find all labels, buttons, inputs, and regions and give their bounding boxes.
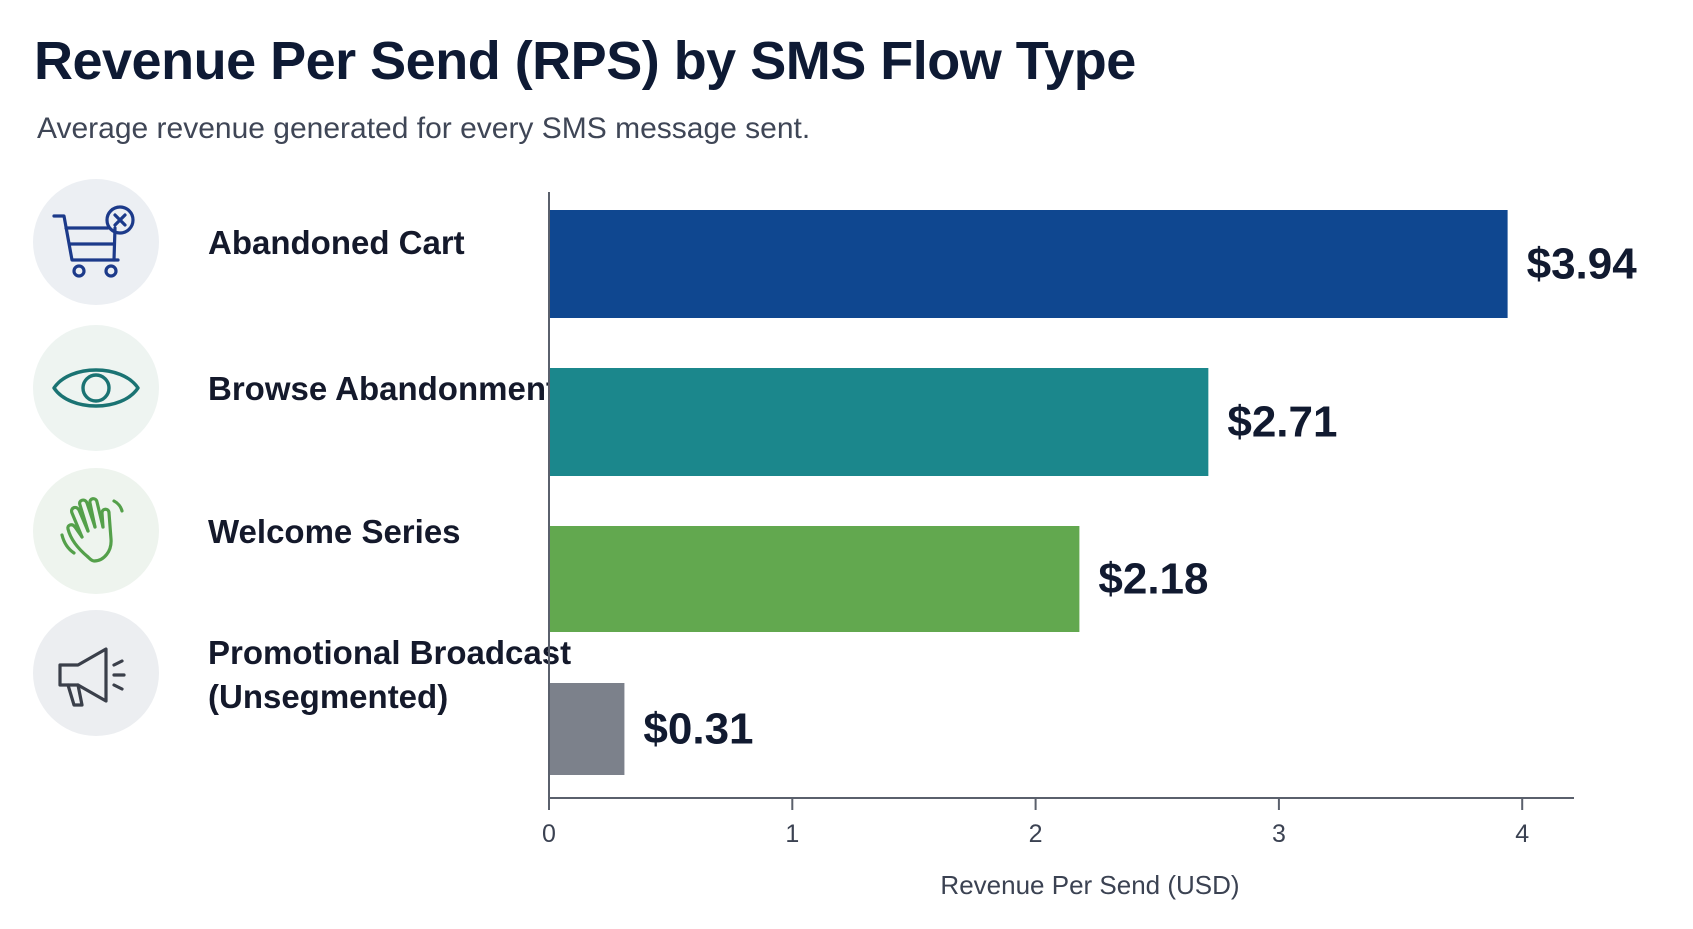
value-label-1: $2.71: [1227, 398, 1337, 447]
x-tick-label-3: 3: [1272, 820, 1286, 848]
x-tick-label-1: 1: [785, 820, 799, 848]
megaphone-icon: [33, 610, 159, 736]
category-label-browse-abandonment: Browse Abandonment: [208, 370, 557, 407]
x-axis-title: Revenue Per Send (USD): [940, 870, 1239, 900]
waving-hand-icon: [33, 468, 159, 594]
eye-icon: [33, 325, 159, 451]
bar-1: [549, 368, 1209, 476]
bar-2: [549, 526, 1080, 632]
category-label-welcome-series: Welcome Series: [208, 513, 461, 550]
value-label-3: $0.31: [643, 705, 753, 754]
chart-subtitle: Average revenue generated for every SMS …: [37, 112, 811, 145]
x-tick-label-4: 4: [1515, 820, 1529, 848]
x-tick-label-2: 2: [1029, 820, 1043, 848]
chart-title: Revenue Per Send (RPS) by SMS Flow Type: [34, 31, 1136, 91]
value-label-0: $3.94: [1527, 240, 1638, 289]
category-label-abandoned-cart: Abandoned Cart: [208, 224, 465, 261]
x-tick-label-0: 0: [542, 820, 556, 848]
cart-x-icon: [33, 179, 159, 305]
bar-0: [549, 210, 1508, 318]
value-label-2: $2.18: [1098, 555, 1208, 604]
category-label-promotional-broadcast: Promotional Broadcast (Unsegmented): [208, 634, 572, 715]
bar-3: [549, 683, 625, 775]
